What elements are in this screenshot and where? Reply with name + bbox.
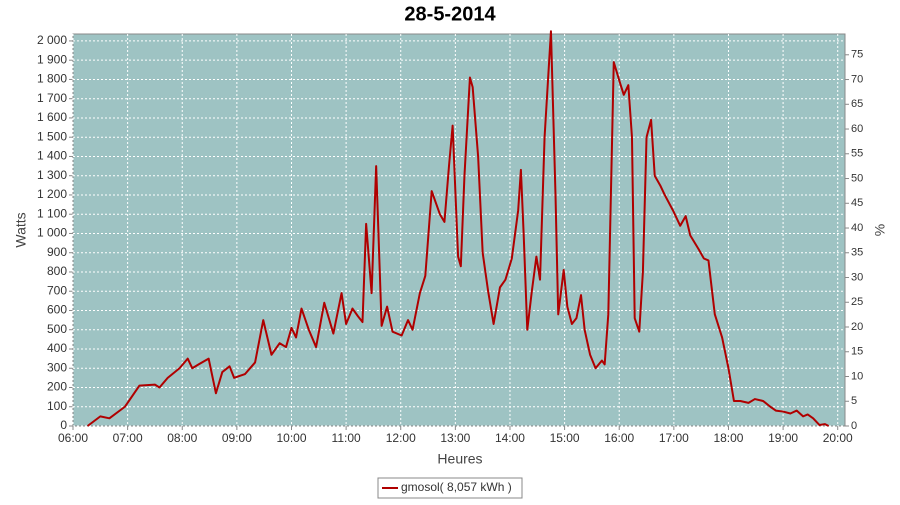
x-tick-label: 19:00 (768, 431, 798, 445)
x-tick-label: 11:00 (332, 431, 361, 445)
y2-tick-label: 5 (851, 395, 857, 407)
y-tick-label: 400 (47, 341, 67, 355)
y-tick-label: 1 700 (37, 91, 67, 105)
x-axis-title: Heures (437, 451, 482, 467)
y-tick-label: 500 (47, 322, 67, 336)
y-tick-label: 1 500 (37, 129, 67, 143)
x-tick-label: 20:00 (823, 431, 853, 445)
x-tick-label: 17:00 (659, 431, 689, 445)
y-axis-title: Watts (13, 212, 29, 247)
y2-tick-label: 25 (851, 296, 863, 308)
y-tick-label: 700 (47, 283, 67, 297)
x-tick-label: 16:00 (604, 431, 634, 445)
x-tick-label: 14:00 (495, 431, 525, 445)
y2-tick-label: 15 (851, 346, 863, 358)
y2-axis-title: % (872, 224, 888, 236)
x-tick-label: 13:00 (440, 431, 470, 445)
y2-tick-label: 40 (851, 222, 863, 234)
y2-tick-label: 0 (851, 420, 857, 432)
line-series (86, 30, 830, 427)
x-tick-label: 18:00 (713, 431, 743, 445)
y-tick-label: 0 (60, 418, 67, 432)
x-tick-label: 12:00 (386, 431, 416, 445)
y-tick-label: 100 (47, 399, 67, 413)
y2-tick-label: 45 (851, 197, 863, 209)
x-tick-label: 07:00 (113, 431, 143, 445)
y2-tick-label: 60 (851, 123, 863, 135)
x-tick-label: 15:00 (550, 431, 580, 445)
y-tick-label: 1 100 (37, 206, 67, 220)
y-tick-label: 900 (47, 245, 67, 259)
y2-tick-label: 75 (851, 49, 863, 61)
chart-title: 28-5-2014 (404, 3, 496, 25)
x-tick-label: 09:00 (222, 431, 252, 445)
x-tick-label: 08:00 (167, 431, 197, 445)
y2-tick-label: 70 (851, 73, 863, 85)
y-tick-label: 600 (47, 303, 67, 317)
y2-tick-label: 50 (851, 172, 863, 184)
y-tick-label: 1 800 (37, 72, 67, 86)
x-tick-label: 06:00 (58, 431, 88, 445)
y-tick-label: 200 (47, 380, 67, 394)
y-tick-label: 1 900 (37, 52, 67, 66)
y-tick-label: 1 400 (37, 149, 67, 163)
y2-tick-label: 10 (851, 370, 863, 382)
y2-tick-label: 30 (851, 271, 863, 283)
legend-label: gmosol( 8,057 kWh ) (401, 480, 512, 494)
y-tick-label: 2 000 (37, 33, 67, 47)
y-tick-label: 1 600 (37, 110, 67, 124)
legend-box (377, 477, 523, 499)
y2-tick-label: 55 (851, 148, 863, 160)
plot-area (72, 33, 846, 427)
y2-tick-label: 35 (851, 247, 863, 259)
y-tick-label: 1 300 (37, 168, 67, 182)
y-tick-label: 800 (47, 264, 67, 278)
x-tick-label: 10:00 (276, 431, 306, 445)
y2-tick-label: 65 (851, 98, 863, 110)
y-tick-label: 300 (47, 360, 67, 374)
y-tick-label: 1 000 (37, 226, 67, 240)
y2-tick-label: 20 (851, 321, 863, 333)
y-tick-label: 1 200 (37, 187, 67, 201)
